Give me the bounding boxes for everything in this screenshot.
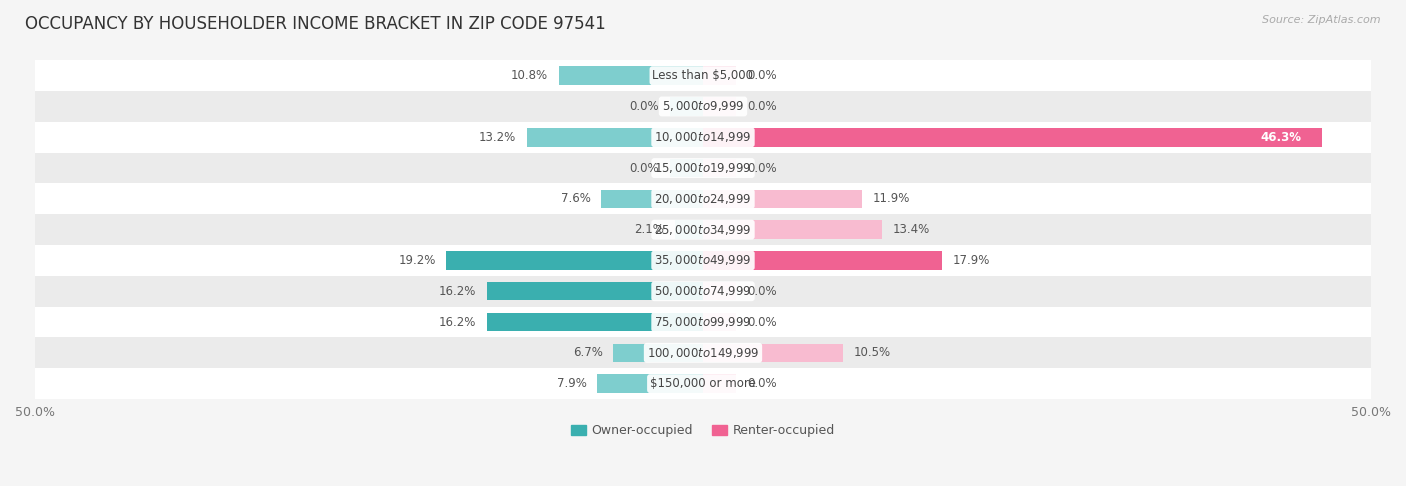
Text: 10.5%: 10.5% — [853, 347, 891, 359]
Text: 16.2%: 16.2% — [439, 315, 475, 329]
Bar — [35, 368, 1371, 399]
Bar — [703, 221, 882, 239]
Bar — [703, 282, 737, 300]
Bar — [35, 153, 1371, 183]
Text: 0.0%: 0.0% — [630, 100, 659, 113]
Bar — [703, 313, 737, 331]
Text: 16.2%: 16.2% — [439, 285, 475, 298]
Text: $5,000 to $9,999: $5,000 to $9,999 — [662, 100, 744, 113]
Text: 13.2%: 13.2% — [478, 131, 516, 144]
Text: 10.8%: 10.8% — [510, 69, 548, 82]
Text: $35,000 to $49,999: $35,000 to $49,999 — [654, 253, 752, 267]
Bar — [703, 97, 737, 116]
Text: 19.2%: 19.2% — [398, 254, 436, 267]
Bar — [486, 313, 703, 331]
Text: 11.9%: 11.9% — [873, 192, 910, 206]
Bar — [602, 190, 703, 208]
Legend: Owner-occupied, Renter-occupied: Owner-occupied, Renter-occupied — [565, 419, 841, 442]
Text: Source: ZipAtlas.com: Source: ZipAtlas.com — [1263, 15, 1381, 25]
Bar — [527, 128, 703, 146]
Text: 7.6%: 7.6% — [561, 192, 591, 206]
Bar — [703, 190, 862, 208]
Bar — [35, 122, 1371, 153]
Bar — [703, 128, 1322, 146]
Bar — [613, 344, 703, 362]
Bar — [703, 67, 737, 85]
Text: 46.3%: 46.3% — [1261, 131, 1302, 144]
Text: 0.0%: 0.0% — [630, 161, 659, 174]
Bar — [35, 60, 1371, 91]
Text: 0.0%: 0.0% — [747, 100, 776, 113]
Text: 0.0%: 0.0% — [747, 161, 776, 174]
Text: $75,000 to $99,999: $75,000 to $99,999 — [654, 315, 752, 329]
Bar — [447, 251, 703, 270]
Bar — [558, 67, 703, 85]
Bar — [669, 159, 703, 177]
Bar — [35, 337, 1371, 368]
Bar — [35, 214, 1371, 245]
Text: Less than $5,000: Less than $5,000 — [652, 69, 754, 82]
Text: $150,000 or more: $150,000 or more — [650, 377, 756, 390]
Text: OCCUPANCY BY HOUSEHOLDER INCOME BRACKET IN ZIP CODE 97541: OCCUPANCY BY HOUSEHOLDER INCOME BRACKET … — [25, 15, 606, 33]
Bar — [703, 251, 942, 270]
Text: 13.4%: 13.4% — [893, 223, 929, 236]
Text: $15,000 to $19,999: $15,000 to $19,999 — [654, 161, 752, 175]
Bar — [486, 282, 703, 300]
Text: $50,000 to $74,999: $50,000 to $74,999 — [654, 284, 752, 298]
Text: $10,000 to $14,999: $10,000 to $14,999 — [654, 130, 752, 144]
Text: 7.9%: 7.9% — [557, 377, 586, 390]
Text: 6.7%: 6.7% — [572, 347, 603, 359]
Text: $20,000 to $24,999: $20,000 to $24,999 — [654, 192, 752, 206]
Bar — [703, 374, 737, 393]
Bar — [703, 159, 737, 177]
Text: 2.1%: 2.1% — [634, 223, 664, 236]
Bar — [675, 221, 703, 239]
Bar — [35, 245, 1371, 276]
Bar — [669, 97, 703, 116]
Bar — [35, 307, 1371, 337]
Bar — [703, 344, 844, 362]
Text: $25,000 to $34,999: $25,000 to $34,999 — [654, 223, 752, 237]
Text: $100,000 to $149,999: $100,000 to $149,999 — [647, 346, 759, 360]
Bar — [35, 276, 1371, 307]
Bar — [598, 374, 703, 393]
Text: 0.0%: 0.0% — [747, 69, 776, 82]
Text: 0.0%: 0.0% — [747, 377, 776, 390]
Bar — [35, 91, 1371, 122]
Text: 0.0%: 0.0% — [747, 315, 776, 329]
Bar — [35, 183, 1371, 214]
Text: 17.9%: 17.9% — [953, 254, 990, 267]
Text: 0.0%: 0.0% — [747, 285, 776, 298]
